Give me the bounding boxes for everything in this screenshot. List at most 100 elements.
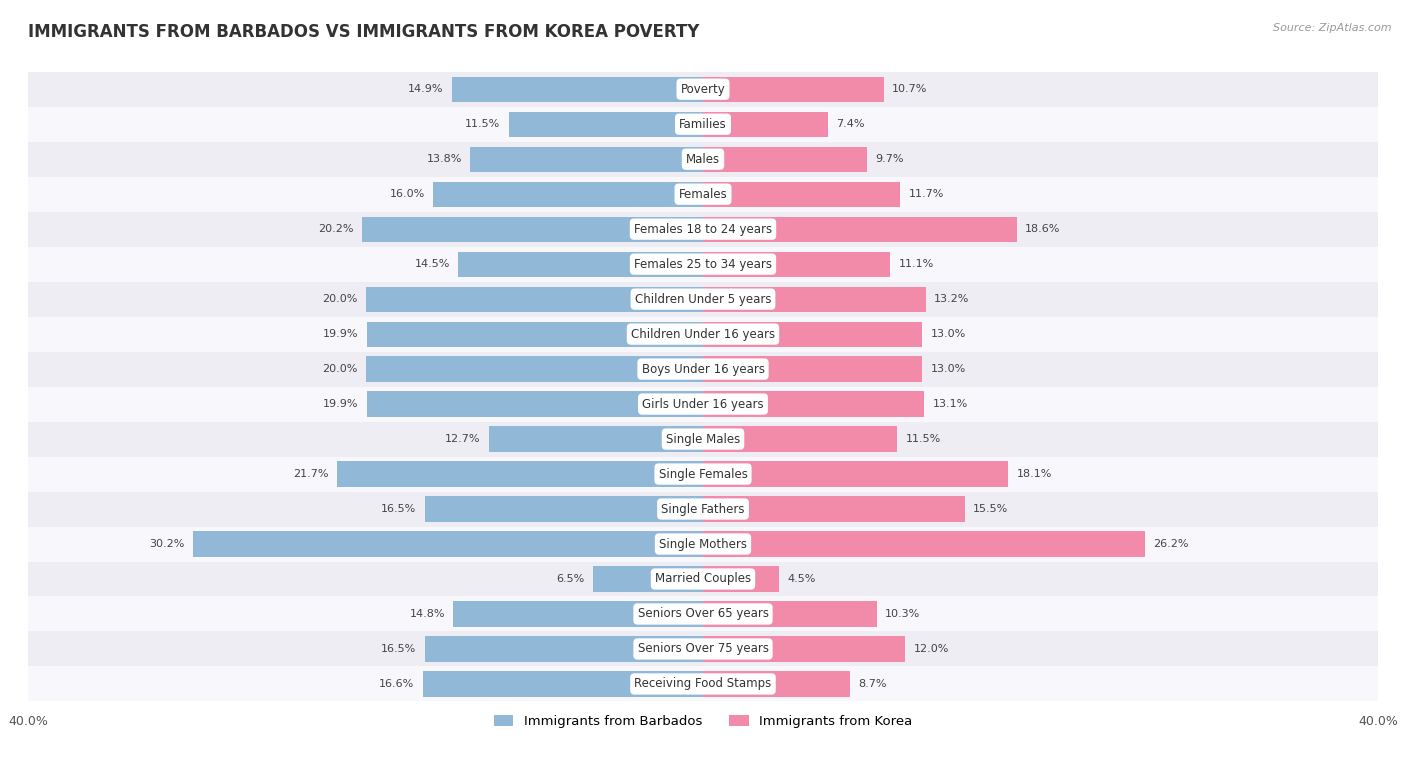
Text: 18.6%: 18.6% — [1025, 224, 1060, 234]
Text: 20.0%: 20.0% — [322, 364, 357, 374]
Bar — [509, 111, 703, 136]
Bar — [28, 352, 1378, 387]
Text: 12.0%: 12.0% — [914, 644, 949, 654]
Text: 16.0%: 16.0% — [389, 190, 425, 199]
Bar — [703, 252, 890, 277]
Text: Single Fathers: Single Fathers — [661, 503, 745, 515]
Bar — [28, 456, 1378, 491]
Bar — [470, 146, 703, 172]
Text: 4.5%: 4.5% — [787, 574, 815, 584]
Bar — [703, 182, 900, 207]
Bar — [433, 182, 703, 207]
Text: Single Females: Single Females — [658, 468, 748, 481]
Bar — [703, 462, 1008, 487]
Text: Receiving Food Stamps: Receiving Food Stamps — [634, 678, 772, 691]
Bar — [703, 496, 965, 522]
Text: 13.8%: 13.8% — [426, 154, 461, 164]
Text: 20.2%: 20.2% — [318, 224, 354, 234]
Text: 30.2%: 30.2% — [149, 539, 186, 549]
Bar — [703, 566, 779, 591]
Text: 14.9%: 14.9% — [408, 84, 443, 94]
Bar — [593, 566, 703, 591]
Bar — [28, 597, 1378, 631]
Bar — [194, 531, 703, 556]
Bar — [703, 672, 849, 697]
Bar — [28, 562, 1378, 597]
Bar — [703, 356, 922, 382]
Bar — [703, 287, 925, 312]
Text: 11.7%: 11.7% — [908, 190, 945, 199]
Bar — [28, 282, 1378, 317]
Bar — [703, 217, 1017, 242]
Bar — [423, 672, 703, 697]
Text: Children Under 16 years: Children Under 16 years — [631, 327, 775, 340]
Text: 14.8%: 14.8% — [409, 609, 444, 619]
Bar — [703, 531, 1144, 556]
Bar — [28, 666, 1378, 701]
Text: 9.7%: 9.7% — [875, 154, 904, 164]
Text: 16.6%: 16.6% — [380, 679, 415, 689]
Text: Seniors Over 65 years: Seniors Over 65 years — [637, 607, 769, 621]
Text: 11.5%: 11.5% — [905, 434, 941, 444]
Bar — [703, 111, 828, 136]
Text: 16.5%: 16.5% — [381, 644, 416, 654]
Text: 13.1%: 13.1% — [932, 399, 967, 409]
Text: 15.5%: 15.5% — [973, 504, 1008, 514]
Bar — [28, 421, 1378, 456]
Bar — [489, 427, 703, 452]
Bar — [367, 321, 703, 346]
Bar — [703, 601, 877, 627]
Text: 12.7%: 12.7% — [444, 434, 481, 444]
Text: Single Mothers: Single Mothers — [659, 537, 747, 550]
Text: Married Couples: Married Couples — [655, 572, 751, 585]
Bar — [425, 496, 703, 522]
Bar — [703, 77, 883, 102]
Bar — [451, 77, 703, 102]
Bar — [28, 491, 1378, 527]
Bar — [28, 631, 1378, 666]
Bar — [366, 287, 703, 312]
Bar — [28, 107, 1378, 142]
Bar — [28, 317, 1378, 352]
Bar — [703, 146, 866, 172]
Text: Females 18 to 24 years: Females 18 to 24 years — [634, 223, 772, 236]
Text: 13.0%: 13.0% — [931, 329, 966, 339]
Bar — [28, 527, 1378, 562]
Text: 16.5%: 16.5% — [381, 504, 416, 514]
Text: Families: Families — [679, 117, 727, 130]
Text: 10.3%: 10.3% — [886, 609, 921, 619]
Bar — [28, 72, 1378, 107]
Bar — [28, 387, 1378, 421]
Bar — [703, 391, 924, 417]
Bar — [337, 462, 703, 487]
Text: Males: Males — [686, 152, 720, 166]
Bar — [453, 601, 703, 627]
Bar — [28, 142, 1378, 177]
Text: Females 25 to 34 years: Females 25 to 34 years — [634, 258, 772, 271]
Text: 7.4%: 7.4% — [837, 119, 865, 129]
Bar — [28, 211, 1378, 246]
Text: 21.7%: 21.7% — [292, 469, 329, 479]
Text: 10.7%: 10.7% — [891, 84, 928, 94]
Text: Source: ZipAtlas.com: Source: ZipAtlas.com — [1274, 23, 1392, 33]
Text: 11.5%: 11.5% — [465, 119, 501, 129]
Text: 19.9%: 19.9% — [323, 399, 359, 409]
Text: Poverty: Poverty — [681, 83, 725, 96]
Legend: Immigrants from Barbados, Immigrants from Korea: Immigrants from Barbados, Immigrants fro… — [488, 709, 918, 733]
Bar — [363, 217, 703, 242]
Text: 6.5%: 6.5% — [557, 574, 585, 584]
Bar — [28, 177, 1378, 211]
Bar — [367, 391, 703, 417]
Text: Girls Under 16 years: Girls Under 16 years — [643, 398, 763, 411]
Text: Boys Under 16 years: Boys Under 16 years — [641, 362, 765, 375]
Text: Children Under 5 years: Children Under 5 years — [634, 293, 772, 305]
Bar — [703, 321, 922, 346]
Text: 18.1%: 18.1% — [1017, 469, 1052, 479]
Bar — [425, 637, 703, 662]
Bar — [366, 356, 703, 382]
Bar — [458, 252, 703, 277]
Bar — [28, 246, 1378, 282]
Text: IMMIGRANTS FROM BARBADOS VS IMMIGRANTS FROM KOREA POVERTY: IMMIGRANTS FROM BARBADOS VS IMMIGRANTS F… — [28, 23, 700, 41]
Text: Females: Females — [679, 188, 727, 201]
Text: 26.2%: 26.2% — [1153, 539, 1189, 549]
